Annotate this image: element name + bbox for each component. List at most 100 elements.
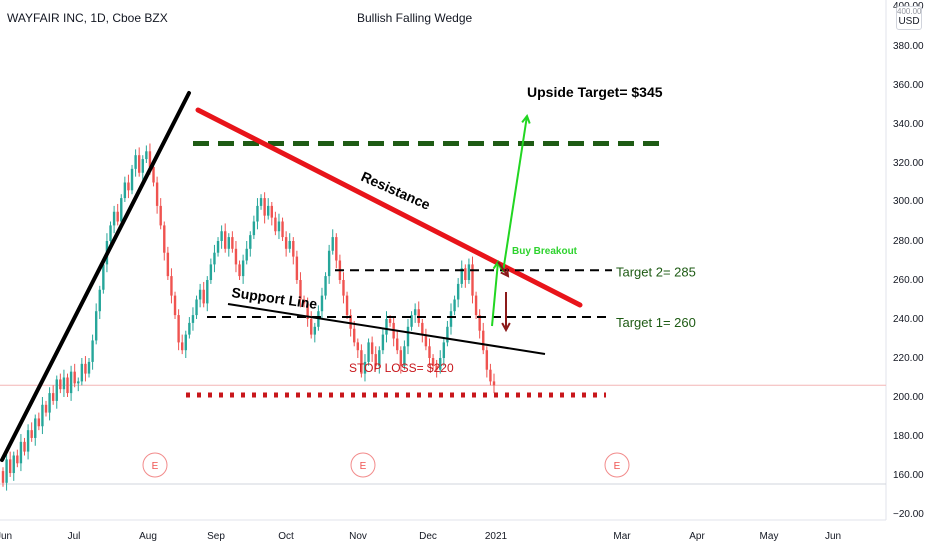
candle-body (8, 459, 12, 474)
candle-body (80, 363, 84, 382)
candle-body (177, 315, 180, 343)
candle-body (213, 252, 216, 265)
y-tick-label: 160.00 (893, 470, 924, 481)
candle-body (209, 264, 213, 280)
earnings-marker-icon[interactable] (350, 452, 376, 478)
candle-body (374, 354, 377, 366)
candle-body (184, 334, 187, 351)
candle-body (259, 198, 263, 206)
target1-label: Target 1= 260 (616, 315, 696, 330)
earnings-marker-icon[interactable] (142, 452, 168, 478)
y-tick-label: 240.00 (893, 314, 924, 325)
candle-body (238, 264, 241, 277)
candle-body (284, 237, 288, 249)
candle-body (353, 328, 356, 343)
candle-body (327, 250, 331, 277)
candle-body (370, 342, 374, 355)
candle-body (267, 205, 270, 216)
candle-body (87, 361, 91, 374)
candle-body (234, 248, 238, 265)
candle-body (34, 418, 37, 438)
candle-body (492, 381, 496, 386)
target2-label: Target 2= 285 (616, 264, 696, 279)
candle-body (112, 211, 116, 226)
x-tick-label: Jun (825, 531, 841, 542)
candle-body (155, 182, 159, 206)
candle-body (59, 379, 62, 390)
candle-body (73, 371, 76, 384)
candle-body (94, 311, 98, 341)
y-tick-label: 220.00 (893, 353, 924, 364)
candle-body (245, 248, 248, 261)
candle-body (1, 471, 5, 483)
earnings-marker-label: E (360, 461, 367, 472)
buy-breakout-label: Buy Breakout (512, 246, 578, 257)
candle-body (431, 358, 435, 366)
candle-body (116, 211, 119, 222)
candle-body (98, 289, 101, 312)
candle-body (249, 235, 252, 249)
candle-body (159, 205, 162, 226)
candle-body (378, 350, 381, 366)
candle-body (331, 237, 334, 251)
candle-body (26, 430, 30, 452)
currency-badge[interactable]: 400.00 USD (896, 6, 922, 30)
candle-body (467, 264, 471, 280)
candle-body (37, 418, 41, 427)
earnings-marker-icon[interactable] (604, 452, 630, 478)
candle-body (180, 342, 184, 351)
x-tick-label: Jul (68, 531, 81, 542)
candle-body (5, 459, 8, 483)
candle-body (421, 322, 424, 335)
candle-body (84, 363, 87, 374)
candle-body (16, 455, 19, 464)
candle-body (485, 350, 489, 370)
y-tick-label: 300.00 (893, 196, 924, 207)
candle-body (173, 295, 177, 316)
candle-body (216, 241, 220, 253)
candle-body (399, 350, 403, 366)
candle-body (449, 311, 453, 327)
candle-body (403, 346, 406, 366)
candle-body (388, 319, 392, 323)
y-tick-label: 260.00 (893, 275, 924, 286)
candle-body (123, 182, 127, 199)
candle-body (482, 330, 485, 351)
pullback-arrow-head (501, 322, 511, 333)
candle-body (48, 393, 51, 413)
candle-body (381, 334, 385, 351)
candle-body (44, 404, 48, 413)
candle-body (302, 299, 306, 304)
candle-body (224, 231, 227, 249)
candle-body (410, 315, 413, 327)
candle-body (23, 441, 26, 452)
candle-body (195, 299, 198, 316)
candle-body (202, 289, 205, 304)
candle-body (489, 369, 492, 382)
candle-body (134, 155, 137, 169)
candle-body (367, 342, 370, 362)
candle-body (453, 299, 456, 312)
candle-body (288, 241, 291, 249)
candle-body (163, 225, 166, 253)
x-tick-label: Apr (689, 531, 705, 542)
candle-body (349, 315, 352, 329)
upside-arrow (502, 115, 528, 273)
candle-body (206, 280, 209, 304)
candle-body (55, 379, 58, 401)
candle-body (428, 346, 431, 358)
candle-body (191, 315, 195, 323)
candle-body (396, 338, 399, 351)
candle-body (241, 260, 245, 277)
candle-body (439, 358, 442, 370)
y-tick-label: 340.00 (893, 119, 924, 130)
candle-body (220, 231, 223, 241)
candle-body (127, 182, 130, 191)
candle-body (313, 326, 317, 335)
x-tick-label: 2021 (485, 531, 508, 542)
x-tick-label: Jun (0, 531, 12, 542)
symbol-label[interactable]: WAYFAIR INC, 1D, Cboe BZX (7, 11, 168, 25)
candle-body (360, 350, 363, 374)
x-tick-label: Mar (613, 531, 631, 542)
